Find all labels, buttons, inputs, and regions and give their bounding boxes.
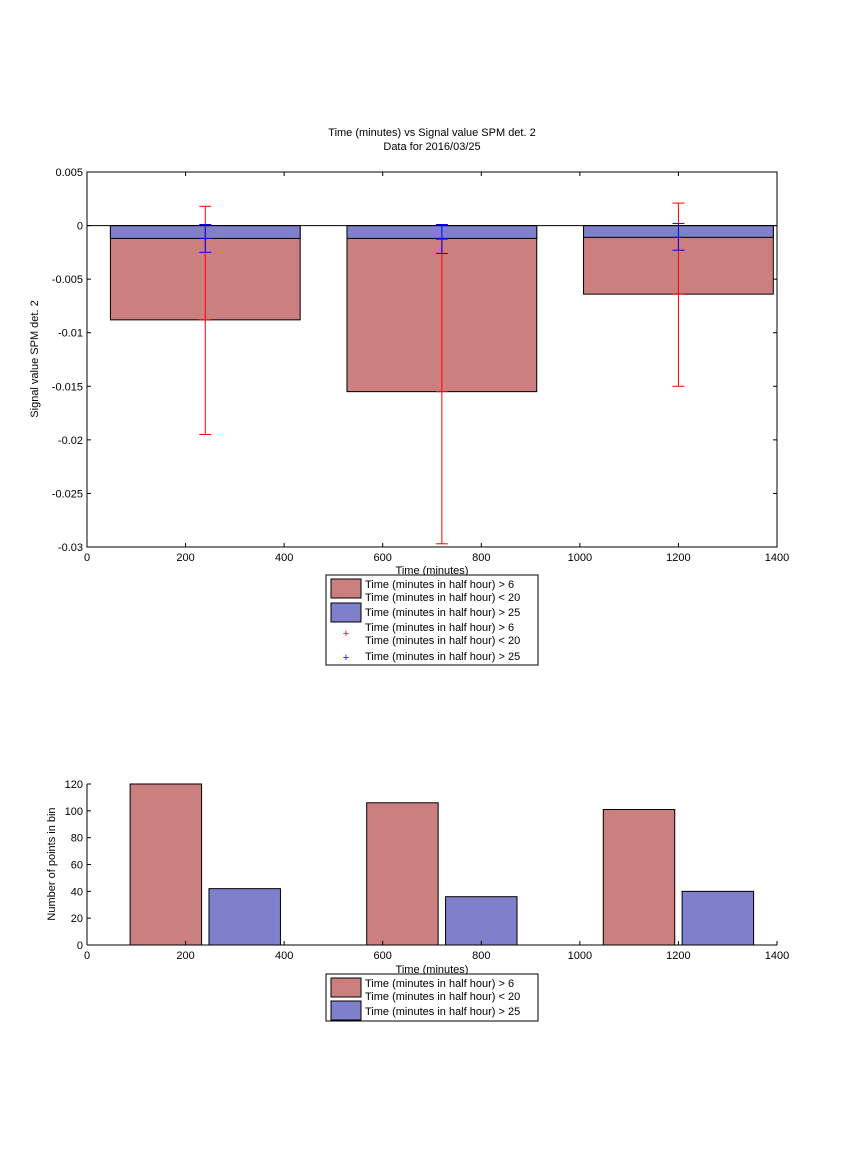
x-tick-label: 1000 <box>568 950 592 962</box>
y-tick-label: -0.02 <box>58 435 83 447</box>
x-tick-label: 600 <box>374 950 392 962</box>
top-error-bars <box>199 202 685 545</box>
y-tick-label: 100 <box>65 806 83 818</box>
top-ylabel: Signal value SPM det. 2 <box>29 300 41 417</box>
y-tick-label: -0.015 <box>52 381 83 393</box>
x-tick-label: 1200 <box>666 950 690 962</box>
top-legend-swatch-blue <box>330 602 362 623</box>
x-tick-label: 1400 <box>765 950 789 962</box>
count-bar-red <box>129 783 203 946</box>
x-tick-label: 800 <box>472 950 490 962</box>
top-legend-plus-red: + <box>343 628 349 640</box>
y-tick-label: 0 <box>77 940 83 952</box>
y-tick-label: 60 <box>71 860 83 872</box>
bottom-legend-swatch-blue <box>330 1000 362 1021</box>
x-tick-label: 1200 <box>666 552 690 564</box>
count-bar-blue <box>681 890 755 946</box>
count-bar-red <box>602 808 676 946</box>
bottom-xlabel: Time (minutes) <box>396 964 469 976</box>
x-tick-label: 0 <box>84 950 90 962</box>
y-tick-label: 0 <box>77 221 83 233</box>
bottom-ylabel: Number of points in bin <box>46 807 58 920</box>
x-tick-label: 200 <box>176 950 194 962</box>
count-bar-blue <box>208 888 281 946</box>
y-tick-label: -0.01 <box>58 328 83 340</box>
top-chart-subtitle: Data for 2016/03/25 <box>383 141 480 153</box>
bottom-legend-swatch-red <box>330 977 362 998</box>
x-tick-label: 800 <box>472 552 490 564</box>
y-tick-label: 20 <box>71 913 83 925</box>
top-legend-label: Time (minutes in half hour) > 25 <box>365 651 520 663</box>
top-xlabel: Time (minutes) <box>396 565 469 577</box>
top-legend-label: Time (minutes in half hour) > 25 <box>365 607 520 619</box>
x-tick-label: 1000 <box>568 552 592 564</box>
top-chart-title: Time (minutes) vs Signal value SPM det. … <box>328 127 535 139</box>
top-chart: Time (minutes) vs Signal value SPM det. … <box>29 127 789 666</box>
x-tick-label: 600 <box>374 552 392 564</box>
x-tick-label: 400 <box>275 552 293 564</box>
y-tick-label: 120 <box>65 779 83 791</box>
y-tick-label: -0.025 <box>52 488 83 500</box>
top-legend-label: Time (minutes in half hour) < 20 <box>365 592 520 604</box>
y-tick-label: 80 <box>71 833 83 845</box>
top-legend-plus-blue: + <box>343 652 349 664</box>
x-tick-label: 0 <box>84 552 90 564</box>
x-tick-label: 200 <box>176 552 194 564</box>
top-legend-label: Time (minutes in half hour) > 6 <box>365 622 514 634</box>
top-legend: Time (minutes in half hour) > 6 Time (mi… <box>325 574 539 666</box>
top-axes-box <box>86 171 778 548</box>
top-ticks: 0 200 400 600 800 1000 1200 1400 0.005 0 -0.005 -0.… <box>52 167 789 564</box>
bottom-legend-label: Time (minutes in half hour) > 25 <box>365 1006 520 1018</box>
bottom-legend-label: Time (minutes in half hour) < 20 <box>365 991 520 1003</box>
bottom-bars <box>129 783 755 946</box>
top-legend-swatch-red <box>330 578 362 599</box>
y-tick-label: -0.005 <box>52 274 83 286</box>
bottom-chart: 0 200 400 600 800 1000 1200 1400120100806040200… <box>46 779 790 1022</box>
top-legend-label: Time (minutes in half hour) < 20 <box>365 635 520 647</box>
bottom-legend-label: Time (minutes in half hour) > 6 <box>365 978 514 990</box>
x-tick-label: 1400 <box>765 552 789 564</box>
count-bar-red <box>366 802 439 946</box>
x-tick-label: 400 <box>275 950 293 962</box>
bottom-legend: Time (minutes in half hour) > 6 Time (mi… <box>325 973 539 1022</box>
top-legend-label: Time (minutes in half hour) > 6 <box>365 579 514 591</box>
y-tick-label: 40 <box>71 886 83 898</box>
y-tick-label: -0.03 <box>58 542 83 554</box>
y-tick-label: 0.005 <box>55 167 83 179</box>
count-bar-blue <box>445 896 518 946</box>
